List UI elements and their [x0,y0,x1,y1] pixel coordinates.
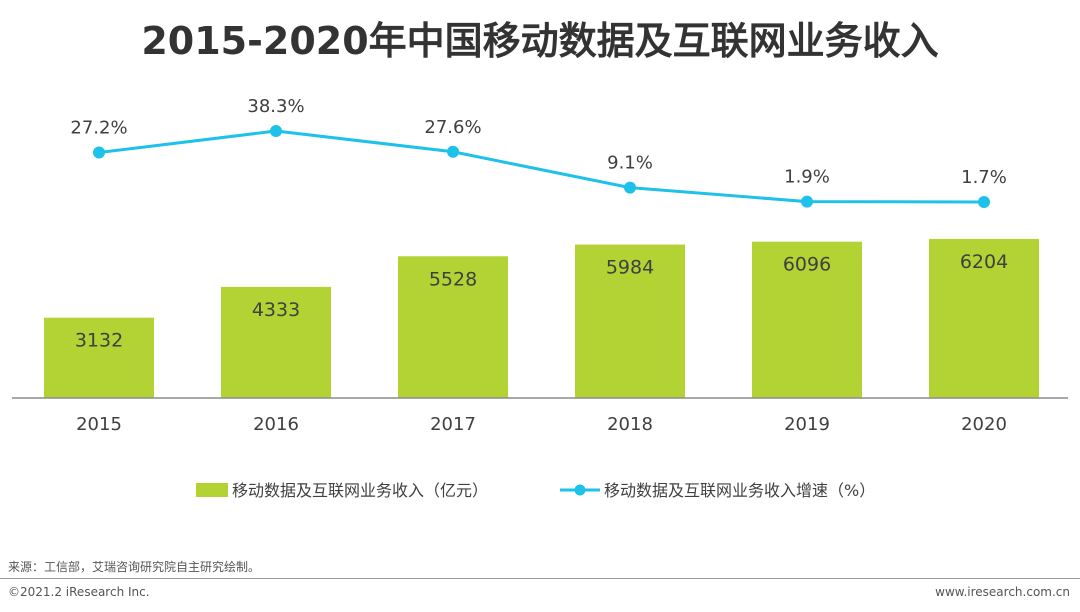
source-note: 来源：工信部，艾瑞咨询研究院自主研究绘制。 [8,560,261,574]
legend-line-marker [574,484,586,496]
bar-value-label: 4333 [252,299,300,321]
growth-point [978,196,990,208]
bar-value-label: 5528 [429,268,477,290]
bar-value-label: 5984 [606,257,654,279]
x-tick-label: 2017 [430,414,476,435]
bar [575,244,685,398]
growth-value-label: 9.1% [607,153,653,174]
bar [752,241,862,398]
bar [44,317,154,398]
x-tick-label: 2019 [784,414,830,435]
growth-point [801,195,813,208]
bar [929,238,1039,398]
x-tick-label: 2018 [607,414,653,435]
x-tick-label: 2015 [76,414,122,435]
legend-line-label: 移动数据及互联网业务收入增速（%） [604,481,875,500]
x-tick-label: 2016 [253,414,299,435]
copyright: ©2021.2 iResearch Inc. [8,585,150,599]
growth-value-label: 1.9% [784,167,830,188]
bar [398,256,508,398]
growth-value-label: 38.3% [247,96,304,117]
bar-value-label: 6096 [783,254,831,276]
growth-point [624,181,636,194]
footer-divider [0,578,1080,579]
growth-value-label: 1.7% [961,167,1007,188]
legend-bar-swatch [196,483,228,497]
growth-line [98,129,985,204]
chart-title: 2015-2020年中国移动数据及互联网业务收入 [141,19,939,63]
growth-point [93,146,105,159]
bar-value-label: 6204 [960,251,1008,273]
growth-value-label: 27.6% [424,117,481,138]
legend-bar-label: 移动数据及互联网业务收入（亿元） [232,481,488,500]
website-link[interactable]: www.iresearch.com.cn [935,585,1070,599]
growth-point [270,125,282,137]
bar [221,286,331,398]
growth-value-label: 27.2% [70,118,127,139]
bar-value-label: 3132 [75,330,123,352]
growth-point [447,145,459,158]
x-tick-label: 2020 [961,414,1007,435]
